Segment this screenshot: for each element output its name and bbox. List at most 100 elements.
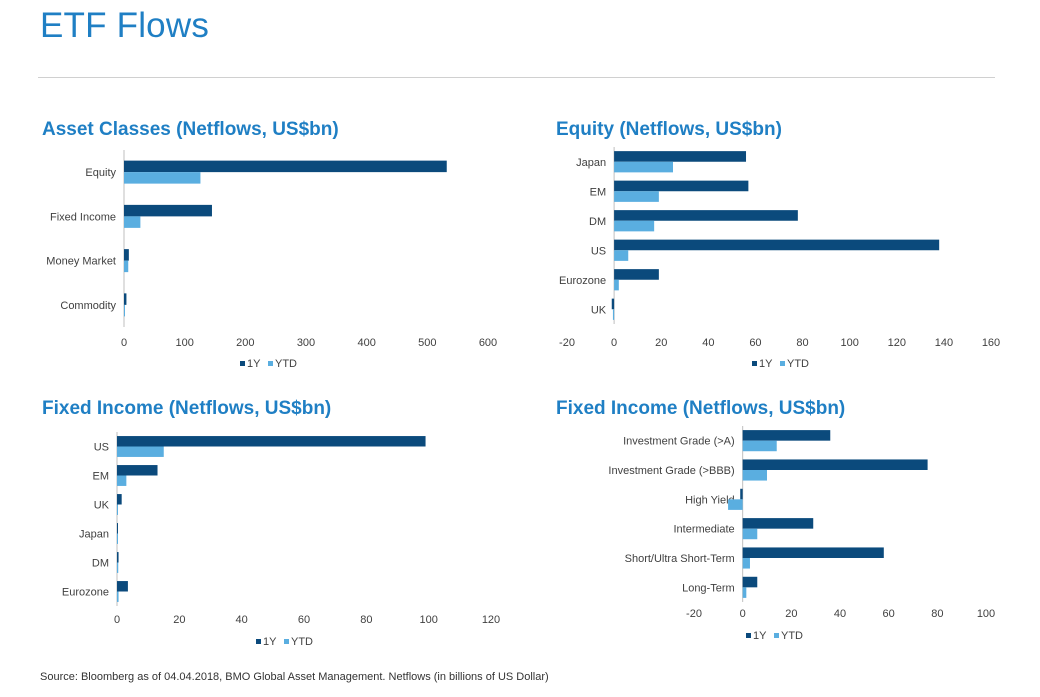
category-label: Long-Term	[682, 582, 735, 594]
bar-ytd	[728, 499, 743, 510]
legend-label-ytd: YTD	[781, 630, 803, 642]
bar-1y	[124, 204, 212, 217]
legend-label-1y: 1Y	[263, 636, 277, 648]
page-title: ETF Flows	[40, 6, 210, 45]
legend-swatch-1y	[752, 361, 757, 366]
x-tick-label: 80	[931, 608, 943, 620]
x-tick-label: 60	[749, 337, 761, 349]
category-label: DM	[589, 216, 606, 228]
x-tick-label: 0	[611, 337, 617, 349]
x-tick-label: 120	[482, 614, 500, 626]
legend-swatch-ytd	[780, 361, 785, 366]
category-label: Japan	[576, 157, 606, 169]
bar-1y	[742, 518, 814, 529]
chart-title-fixed-income-segments: Fixed Income (Netflows, US$bn)	[556, 398, 846, 419]
x-tick-label: 500	[418, 337, 436, 349]
category-label: UK	[591, 304, 607, 316]
chart-title-asset-classes: Asset Classes (Netflows, US$bn)	[42, 119, 339, 140]
x-tick-label: -20	[686, 608, 702, 620]
bar-1y	[124, 160, 447, 173]
bar-ytd	[614, 191, 659, 202]
x-tick-label: 100	[175, 337, 193, 349]
legend-label-ytd: YTD	[291, 636, 313, 648]
legend-swatch-1y	[256, 639, 261, 644]
bar-ytd	[117, 475, 127, 486]
category-label: DM	[92, 558, 109, 570]
bar-ytd	[614, 161, 673, 173]
bar-1y	[611, 298, 615, 310]
bar-1y	[124, 249, 129, 261]
x-tick-label: 160	[982, 337, 1000, 349]
category-label: EM	[93, 471, 110, 483]
bar-1y	[742, 459, 928, 470]
bar-ytd	[612, 309, 615, 320]
category-label: Investment Grade (>A)	[623, 436, 735, 448]
category-label: UK	[94, 500, 110, 512]
bar-ytd	[117, 562, 119, 573]
category-label: EM	[590, 186, 607, 198]
x-tick-label: 300	[297, 337, 315, 349]
bar-1y	[614, 151, 747, 162]
legend-label-ytd: YTD	[787, 358, 809, 370]
bar-ytd	[742, 528, 758, 540]
bar-1y	[742, 430, 831, 441]
category-label: Intermediate	[674, 524, 735, 536]
x-tick-label: 20	[655, 337, 667, 349]
legend-label-1y: 1Y	[753, 630, 767, 642]
bar-ytd	[742, 470, 767, 481]
bar-1y	[117, 581, 128, 592]
x-tick-label: 100	[840, 337, 858, 349]
x-tick-label: 20	[785, 608, 797, 620]
bar-1y	[117, 494, 122, 505]
bar-ytd	[742, 558, 750, 569]
bar-1y	[742, 547, 884, 558]
legend-label-1y: 1Y	[759, 358, 773, 370]
x-tick-label: 400	[357, 337, 375, 349]
legend-label-1y: 1Y	[247, 358, 261, 370]
bar-ytd	[124, 216, 141, 228]
category-label: US	[94, 442, 109, 454]
category-label: High Yield	[685, 494, 735, 506]
bar-ytd	[124, 304, 125, 317]
bar-1y	[117, 465, 158, 476]
bar-ytd	[124, 172, 201, 184]
bar-ytd	[614, 250, 629, 261]
bar-ytd	[124, 260, 129, 273]
bar-1y	[117, 436, 426, 447]
legend-swatch-1y	[746, 633, 751, 638]
bar-1y	[742, 576, 758, 588]
bar-1y	[614, 180, 749, 192]
bar-1y	[124, 293, 127, 305]
category-label: Eurozone	[62, 587, 109, 599]
x-tick-label: 600	[479, 337, 497, 349]
bar-ytd	[742, 587, 747, 598]
x-tick-label: 200	[236, 337, 254, 349]
bar-ytd	[614, 279, 619, 291]
x-tick-label: 80	[360, 614, 372, 626]
category-label: Japan	[79, 529, 109, 541]
x-tick-label: 40	[236, 614, 248, 626]
bar-1y	[614, 269, 659, 280]
category-label: Fixed Income	[50, 211, 116, 223]
x-tick-label: 120	[888, 337, 906, 349]
x-tick-label: 40	[834, 608, 846, 620]
x-tick-label: 60	[883, 608, 895, 620]
category-label: Investment Grade (>BBB)	[608, 465, 734, 477]
category-label: Commodity	[60, 300, 116, 312]
x-tick-label: 0	[121, 337, 127, 349]
x-tick-label: 40	[702, 337, 714, 349]
x-tick-label: 100	[977, 608, 995, 620]
chart-title-fixed-income-regions: Fixed Income (Netflows, US$bn)	[42, 398, 332, 419]
legend-swatch-ytd	[774, 633, 779, 638]
bar-ytd	[117, 446, 164, 457]
category-label: Money Market	[46, 256, 116, 268]
x-tick-label: 0	[740, 608, 746, 620]
bar-1y	[740, 488, 743, 500]
bar-1y	[614, 210, 798, 221]
legend-label-ytd: YTD	[275, 358, 297, 370]
legend-swatch-ytd	[268, 361, 273, 366]
